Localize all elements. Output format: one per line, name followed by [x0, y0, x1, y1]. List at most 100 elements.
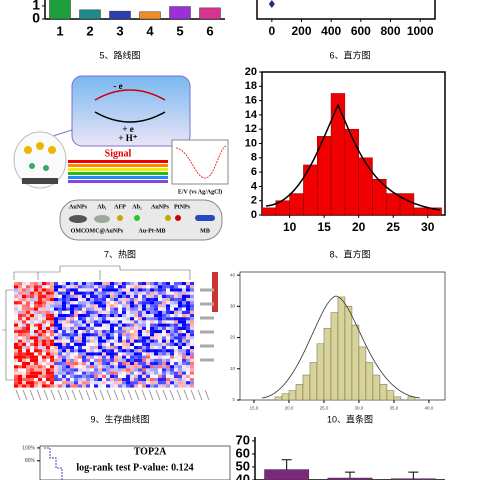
heatmap-cell	[170, 368, 174, 372]
histogram-bar	[407, 396, 416, 401]
heatmap-cell	[42, 304, 46, 308]
heatmap-cell	[38, 291, 42, 295]
heatmap-cell	[162, 317, 166, 321]
heatmap-cell	[134, 378, 138, 382]
heatmap-cell	[86, 336, 90, 340]
heatmap-cell	[162, 294, 166, 298]
heatmap-cell	[22, 320, 26, 324]
heatmap-cell	[114, 310, 118, 314]
heatmap-cell	[154, 310, 158, 314]
heatmap-cell	[98, 349, 102, 353]
y-tick-label: 1	[32, 0, 40, 13]
heatmap-cell	[126, 301, 130, 305]
heatmap-cell	[22, 301, 26, 305]
heatmap-cell	[122, 346, 126, 350]
heatmap-cell	[30, 346, 34, 350]
heatmap-cell	[50, 317, 54, 321]
heatmap-cell	[170, 288, 174, 292]
heatmap-cell	[98, 368, 102, 372]
heatmap-cell	[134, 282, 138, 286]
heatmap-cell	[138, 355, 142, 359]
heatmap-cell	[74, 301, 78, 305]
heatmap-cell	[110, 301, 114, 305]
heatmap-cell	[98, 362, 102, 366]
heatmap-col-label	[92, 389, 98, 401]
heatmap-cell	[94, 298, 98, 302]
heatmap-cell	[66, 307, 70, 311]
heatmap-cell	[102, 349, 106, 353]
heatmap-cell	[182, 288, 186, 292]
heatmap-cell	[154, 304, 158, 308]
heatmap-cell	[38, 314, 42, 318]
heatmap-cell	[134, 298, 138, 302]
heatmap-cell	[186, 317, 190, 321]
heatmap-cell	[130, 304, 134, 308]
heatmap-cell	[178, 336, 182, 340]
histogram-bar	[330, 93, 346, 216]
heatmap-cell	[90, 282, 94, 286]
heatmap-cell	[78, 310, 82, 314]
heatmap-cell	[14, 298, 18, 302]
heatmap-cell	[22, 349, 26, 353]
heatmap-cell	[34, 326, 38, 330]
heatmap-cell	[78, 326, 82, 330]
heatmap-cell	[58, 288, 62, 292]
heatmap-cell	[170, 374, 174, 378]
heatmap-cell	[82, 326, 86, 330]
heatmap-cell	[58, 378, 62, 382]
heatmap-cell	[34, 301, 38, 305]
heatmap-cell	[138, 342, 142, 346]
heatmap-cell	[18, 374, 22, 378]
caption: 6、直方图	[329, 49, 370, 60]
heatmap-cell	[74, 288, 78, 292]
heatmap-cell	[66, 368, 70, 372]
heatmap-cell	[38, 304, 42, 308]
heatmap-cell	[162, 365, 166, 369]
heatmap-cell	[150, 374, 154, 378]
heatmap-cell	[166, 374, 170, 378]
heatmap-cell	[86, 301, 90, 305]
heatmap-cell	[142, 374, 146, 378]
heatmap-cell	[38, 368, 42, 372]
heatmap-cell	[146, 336, 150, 340]
heatmap-cell	[146, 294, 150, 298]
heatmap-cell	[98, 355, 102, 359]
heatmap-cell	[154, 342, 158, 346]
heatmap-cell	[178, 362, 182, 366]
heatmap-cell	[94, 358, 98, 362]
heatmap-cell	[106, 326, 110, 330]
heatmap-cell	[150, 346, 154, 350]
heatmap-cell	[62, 326, 66, 330]
heatmap-cell	[54, 323, 58, 327]
heatmap-cell	[122, 384, 126, 388]
heatmap-cell	[90, 310, 94, 314]
heatmap-cell	[126, 320, 130, 324]
heatmap-cell	[118, 317, 122, 321]
heatmap-cell	[126, 368, 130, 372]
heatmap-cell	[114, 346, 118, 350]
heatmap-cell	[126, 282, 130, 286]
heatmap-cell	[94, 288, 98, 292]
diagram-label: Au-Pt-MB	[139, 228, 166, 234]
heatmap-cell	[114, 378, 118, 382]
heatmap-cell	[98, 378, 102, 382]
heatmap-cell	[118, 310, 122, 314]
heatmap-cell	[94, 304, 98, 308]
heatmap-cell	[182, 368, 186, 372]
heatmap-cell	[158, 339, 162, 343]
heatmap-cell	[78, 365, 82, 369]
heatmap-cell	[54, 365, 58, 369]
heatmap-cell	[94, 346, 98, 350]
heatmap-cell	[74, 307, 78, 311]
heatmap-cell	[150, 323, 154, 327]
heatmap-cell	[30, 314, 34, 318]
heatmap-cell	[18, 346, 22, 350]
y-tick-label: 20	[245, 66, 257, 78]
diagram-label: MB	[200, 228, 210, 234]
heatmap-cell	[146, 342, 150, 346]
heatmap-cell	[166, 358, 170, 362]
heatmap-cell	[134, 342, 138, 346]
heatmap-cell	[166, 384, 170, 388]
heatmap-cell	[58, 310, 62, 314]
heatmap-cell	[50, 330, 54, 334]
